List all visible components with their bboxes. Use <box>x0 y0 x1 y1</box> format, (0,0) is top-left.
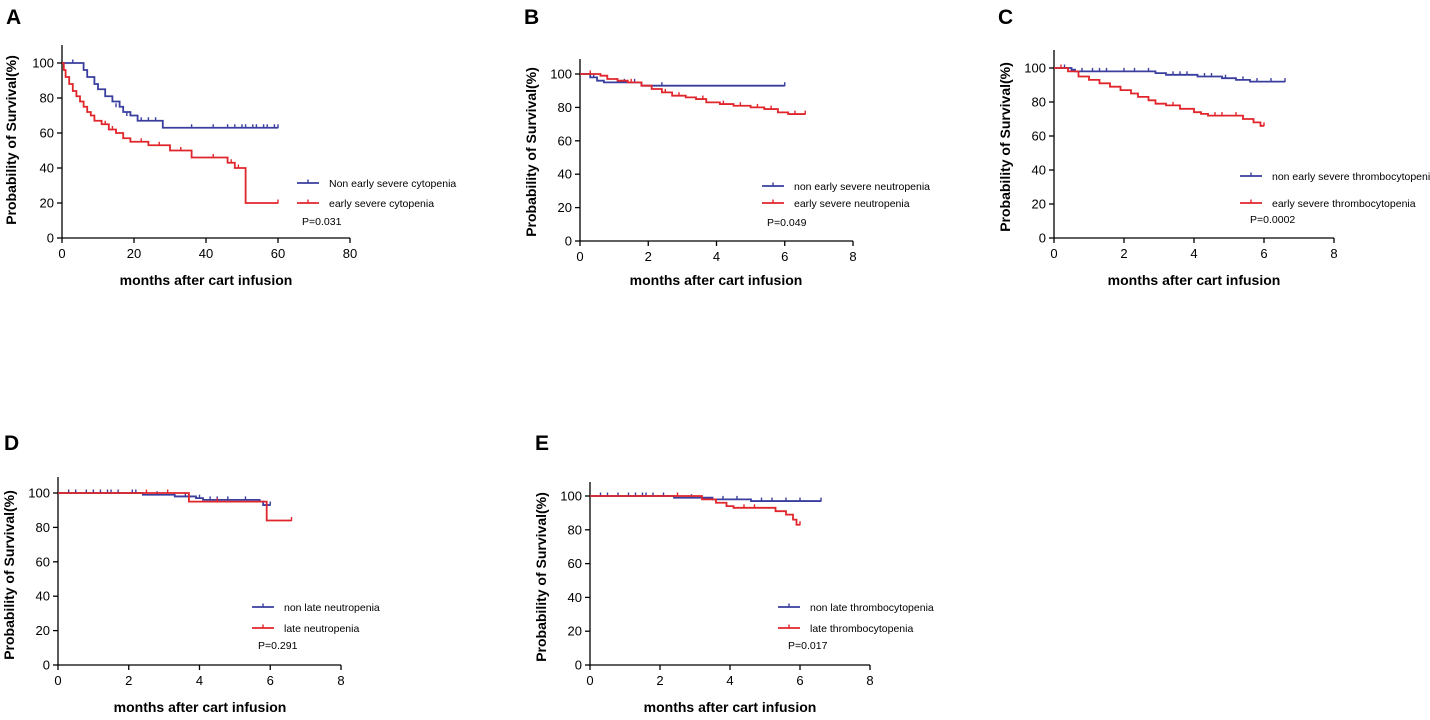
y-axis-title: Probability of Survival(%) <box>533 492 549 662</box>
series-line-blue <box>58 492 271 506</box>
panel-letter: A <box>6 6 21 29</box>
p-value: P=0.0002 <box>1250 214 1295 226</box>
panel-b: B 0 20 40 60 80 100 0 2 4 6 8 months after cart infu… <box>523 6 930 288</box>
x-tick-label: 6 <box>781 249 788 264</box>
x-tick-label: 60 <box>271 246 285 261</box>
y-axis-title: Probability of Survival(%) <box>3 55 19 225</box>
legend-label: non late thrombocytopenia <box>810 602 934 614</box>
y-tick-label: 80 <box>1032 95 1046 110</box>
legend-label: non late neutropenia <box>284 602 380 614</box>
x-tick-label: 2 <box>1120 246 1127 261</box>
y-tick-label: 60 <box>558 133 572 148</box>
y-tick-label: 40 <box>40 161 54 176</box>
y-tick-label: 100 <box>32 56 54 71</box>
y-tick-label: 60 <box>1032 129 1046 144</box>
y-tick-label: 60 <box>568 556 582 571</box>
y-tick-label: 40 <box>1032 163 1046 178</box>
x-axis-title: months after cart infusion <box>1108 272 1281 288</box>
y-tick-label: 40 <box>558 167 572 182</box>
y-tick-label: 100 <box>550 67 572 82</box>
y-tick-label: 20 <box>558 200 572 215</box>
x-tick-label: 6 <box>267 673 274 688</box>
y-tick-label: 60 <box>40 126 54 141</box>
y-tick-label: 20 <box>568 624 582 639</box>
p-value: P=0.017 <box>788 640 828 652</box>
x-tick-label: 0 <box>54 673 61 688</box>
y-tick-label: 20 <box>36 623 50 638</box>
x-tick-label: 6 <box>796 673 803 688</box>
legend-label: early severe neutropenia <box>794 198 910 210</box>
y-tick-label: 100 <box>1024 61 1046 76</box>
y-tick-label: 80 <box>568 522 582 537</box>
y-tick-label: 0 <box>575 658 582 673</box>
x-tick-label: 8 <box>849 249 856 264</box>
p-value: P=0.031 <box>302 216 342 228</box>
y-tick-label: 80 <box>40 91 54 106</box>
legend-label: non early severe thrombocytopenia <box>1272 171 1430 183</box>
x-tick-label: 8 <box>1330 246 1337 261</box>
series-line-red <box>580 73 806 115</box>
y-tick-label: 60 <box>36 554 50 569</box>
series-line-blue <box>62 62 278 129</box>
x-axis-title: months after cart infusion <box>120 272 293 288</box>
x-tick-label: 6 <box>1260 246 1267 261</box>
panel-a: A 0 20 40 60 80 100 0 20 40 60 80 months after cart … <box>3 6 456 288</box>
y-tick-label: 0 <box>43 658 50 673</box>
y-axis-title: Probability of Survival(%) <box>997 62 1013 232</box>
y-tick-label: 0 <box>47 231 54 246</box>
legend-label: early severe thrombocytopenia <box>1272 198 1416 210</box>
x-axis-title: months after cart infusion <box>630 272 803 288</box>
y-tick-label: 0 <box>1039 231 1046 246</box>
y-tick-label: 80 <box>36 520 50 535</box>
x-tick-label: 4 <box>726 673 733 688</box>
p-value: P=0.291 <box>258 640 298 652</box>
series-line-blue <box>1054 67 1285 83</box>
y-tick-label: 40 <box>568 590 582 605</box>
x-tick-label: 2 <box>656 673 663 688</box>
x-tick-label: 20 <box>127 246 141 261</box>
y-tick-label: 80 <box>558 100 572 115</box>
panel-letter: E <box>535 432 549 455</box>
y-tick-label: 20 <box>40 196 54 211</box>
legend-label: early severe cytopenia <box>329 198 434 210</box>
x-tick-label: 8 <box>337 673 344 688</box>
y-axis-title: Probability of Survival(%) <box>1 490 17 660</box>
x-tick-label: 0 <box>1050 246 1057 261</box>
x-tick-label: 4 <box>196 673 203 688</box>
panel-letter: C <box>998 6 1013 29</box>
legend-label: late neutropenia <box>284 623 359 635</box>
y-axis-title: Probability of Survival(%) <box>523 67 539 237</box>
x-axis-title: months after cart infusion <box>644 699 817 715</box>
x-tick-label: 0 <box>58 246 65 261</box>
legend-label: Non early severe cytopenia <box>329 178 456 190</box>
series-line-red <box>1054 67 1264 127</box>
panel-letter: D <box>4 432 19 455</box>
panel-letter: B <box>524 6 539 29</box>
x-tick-label: 2 <box>125 673 132 688</box>
panel-e: E 0 20 40 60 80 100 0 2 4 6 8 months after cart infu… <box>533 432 934 715</box>
x-tick-label: 40 <box>199 246 213 261</box>
p-value: P=0.049 <box>767 217 807 229</box>
x-tick-label: 2 <box>645 249 652 264</box>
series-line-red <box>62 62 278 204</box>
x-tick-label: 0 <box>576 249 583 264</box>
x-tick-label: 4 <box>713 249 720 264</box>
y-tick-label: 20 <box>1032 197 1046 212</box>
x-tick-label: 80 <box>343 246 357 261</box>
y-tick-label: 40 <box>36 589 50 604</box>
y-tick-label: 100 <box>560 489 582 504</box>
x-tick-label: 4 <box>1190 246 1197 261</box>
panel-c: C 0 20 40 60 80 100 0 2 4 6 8 months after cart infu… <box>997 6 1430 288</box>
legend-label: non early severe neutropenia <box>794 181 930 193</box>
x-axis-title: months after cart infusion <box>114 699 287 715</box>
panel-d: D 0 20 40 60 80 100 0 2 4 6 8 months after cart infu… <box>1 432 380 715</box>
x-tick-label: 8 <box>866 673 873 688</box>
y-tick-label: 100 <box>28 486 50 501</box>
y-tick-label: 0 <box>565 234 572 249</box>
legend-label: late thrombocytopenia <box>810 623 913 635</box>
x-tick-label: 0 <box>586 673 593 688</box>
